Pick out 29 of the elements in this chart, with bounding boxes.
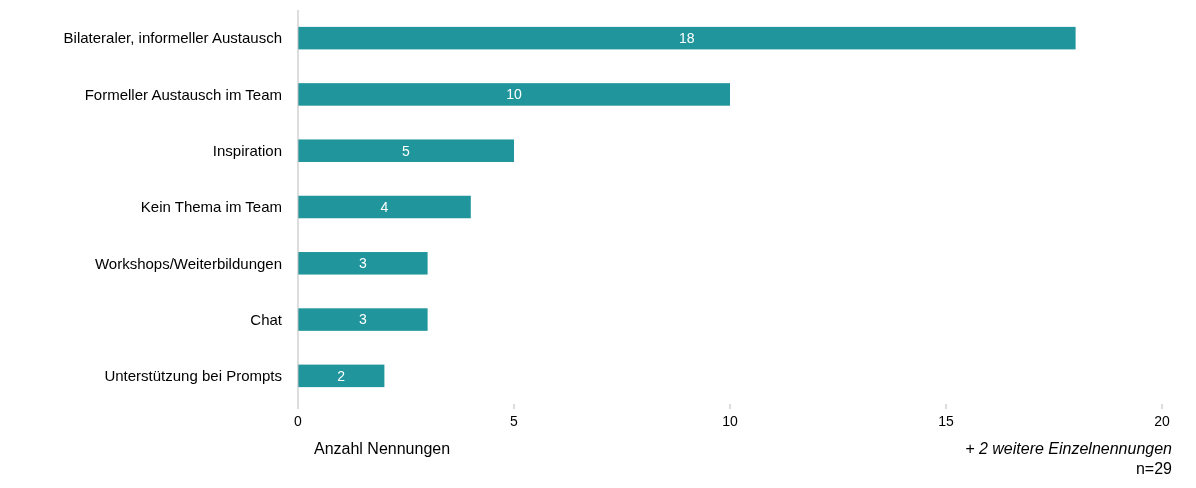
x-tick-label: 20 bbox=[1154, 413, 1170, 429]
y-tick-label: Unterstützung bei Prompts bbox=[104, 367, 282, 385]
text: n=29 bbox=[1135, 460, 1173, 477]
x-axis-title: Anzahl Nennungen bbox=[314, 440, 451, 457]
data-label: 3 bbox=[358, 255, 367, 272]
y-tick-label: Chat bbox=[250, 310, 283, 328]
bar bbox=[298, 252, 428, 275]
bar bbox=[298, 195, 471, 219]
x-tick-label: 5 bbox=[510, 413, 519, 429]
data-label: 5 bbox=[402, 142, 411, 159]
x-tick-label: 15 bbox=[938, 413, 954, 429]
bar bbox=[298, 364, 385, 388]
bar bbox=[298, 308, 428, 331]
y-tick-label: Formeller Austausch im Team bbox=[84, 85, 282, 103]
bar bbox=[298, 139, 514, 162]
data-label: 2 bbox=[337, 367, 346, 384]
bar bbox=[298, 83, 730, 106]
text: + 2 weitere Einzelnennungen bbox=[965, 440, 1173, 457]
x-tick-label: 0 bbox=[294, 413, 303, 429]
y-tick-label: Inspiration bbox=[212, 141, 282, 159]
y-tick-label: Bilateraler, informeller Austausch bbox=[63, 29, 282, 47]
data-label: 10 bbox=[506, 86, 522, 103]
data-label: 4 bbox=[380, 198, 389, 215]
bar bbox=[298, 26, 1076, 50]
y-tick-label: Kein Thema im Team bbox=[140, 198, 282, 216]
data-label: 18 bbox=[679, 30, 695, 47]
x-tick-label: 10 bbox=[722, 413, 738, 429]
y-tick-label: Workshops/Weiterbildungen bbox=[94, 254, 282, 272]
data-label: 3 bbox=[358, 311, 367, 328]
